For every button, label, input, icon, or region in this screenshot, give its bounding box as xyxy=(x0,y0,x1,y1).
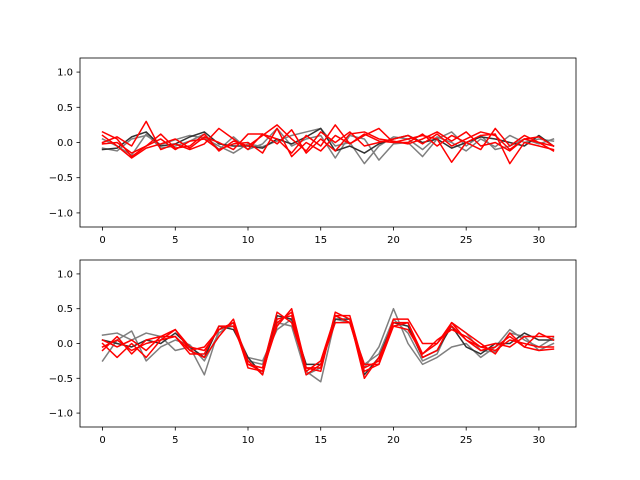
x-tick-label: 25 xyxy=(460,235,473,246)
x-tick-label: 10 xyxy=(242,435,255,446)
series-line-7 xyxy=(101,127,555,158)
y-tick-label: −1.0 xyxy=(49,409,73,420)
x-tick-label: 15 xyxy=(314,435,327,446)
series-line-7 xyxy=(101,311,555,376)
x-tick-label: 5 xyxy=(172,235,178,246)
x-tick-label: 5 xyxy=(172,435,178,446)
x-tick-label: 25 xyxy=(460,435,473,446)
x-tick-label: 0 xyxy=(99,235,105,246)
series-line-6 xyxy=(101,129,555,159)
y-tick-label: 1.0 xyxy=(57,269,73,280)
series-line-1 xyxy=(101,307,555,383)
y-tick-label: −0.5 xyxy=(49,173,73,184)
y-tick-label: 1.0 xyxy=(57,68,73,79)
y-tick-label: 0.5 xyxy=(57,103,73,114)
series-lines xyxy=(101,120,555,165)
x-tick-label: 0 xyxy=(99,435,105,446)
series-lines xyxy=(101,307,555,383)
x-tick-label: 30 xyxy=(533,235,546,246)
bottom-subplot: 0 5 10 15 20 25 30 −1.0 −0.5 0.0 0.5 1.0 xyxy=(49,259,577,446)
series-line-5 xyxy=(101,120,555,165)
y-tick-label: 0.0 xyxy=(57,138,73,149)
x-tick-label: 30 xyxy=(533,435,546,446)
y-tick-label: 0.5 xyxy=(57,304,73,315)
top-subplot: 0 5 10 15 20 25 30 −1.0 −0.5 0.0 0.5 1.0 xyxy=(49,57,577,246)
x-tick-label: 15 xyxy=(314,235,327,246)
series-line-3 xyxy=(101,127,555,154)
x-tick-label: 10 xyxy=(242,235,255,246)
y-tick-label: 0.0 xyxy=(57,339,73,350)
y-tick-label: −0.5 xyxy=(49,374,73,385)
x-tick-label: 20 xyxy=(387,235,400,246)
x-tick-label: 20 xyxy=(387,435,400,446)
y-tick-label: −1.0 xyxy=(49,208,73,219)
